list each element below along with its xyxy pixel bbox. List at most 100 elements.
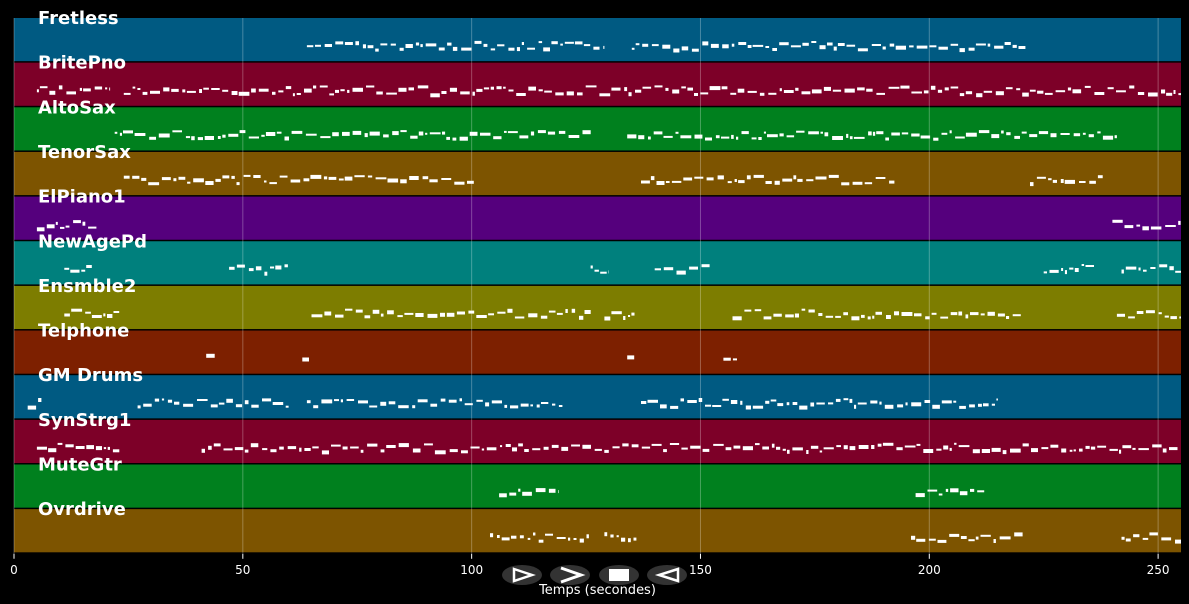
note-mark (459, 136, 468, 141)
note-mark (1073, 133, 1081, 137)
note-mark (415, 42, 420, 46)
note-mark (628, 92, 632, 97)
note-mark (103, 447, 107, 450)
note-mark (447, 42, 452, 46)
note-mark (284, 136, 289, 141)
note-mark (754, 309, 762, 312)
note-mark (835, 315, 841, 318)
note-segment (27, 398, 42, 410)
play-button[interactable] (502, 565, 542, 585)
note-mark (920, 135, 931, 139)
note-mark (823, 447, 834, 450)
note-mark (1175, 270, 1181, 273)
note-mark (1006, 132, 1011, 136)
note-mark (321, 399, 333, 404)
note-mark (858, 445, 869, 449)
note-mark (197, 137, 203, 141)
note-mark (762, 446, 769, 450)
note-mark (338, 178, 344, 181)
note-mark (774, 180, 780, 185)
note-mark (953, 400, 957, 403)
note-mark (275, 265, 282, 270)
note-mark (217, 136, 221, 139)
note-mark (889, 180, 895, 184)
note-mark (1116, 313, 1125, 317)
note-mark (399, 47, 404, 51)
note-mark (48, 448, 57, 453)
note-mark (776, 446, 781, 450)
note-mark (405, 44, 413, 48)
note-mark (269, 182, 277, 185)
note-mark (524, 449, 529, 452)
note-mark (610, 534, 614, 538)
note-mark (540, 315, 548, 319)
note-mark (631, 312, 635, 316)
note-mark (857, 87, 865, 91)
note-mark (193, 178, 204, 183)
note-mark (476, 88, 483, 92)
note-mark (65, 225, 70, 228)
note-mark (577, 92, 583, 96)
note-segment (915, 488, 985, 498)
note-mark (530, 131, 535, 136)
note-mark (811, 89, 822, 94)
note-mark (741, 131, 749, 135)
note-mark (161, 177, 171, 181)
note-mark (481, 448, 485, 451)
note-mark (624, 87, 628, 92)
note-mark (1133, 534, 1140, 538)
note-mark (1060, 179, 1064, 183)
rewind-button[interactable] (647, 565, 687, 585)
note-mark (1022, 443, 1029, 447)
note-mark (1150, 267, 1156, 269)
note-mark (490, 533, 494, 538)
note-mark (1152, 444, 1162, 448)
note-mark (558, 490, 559, 494)
note-mark (538, 539, 544, 543)
note-mark (1136, 311, 1144, 314)
note-mark (508, 47, 515, 51)
note-mark (262, 398, 272, 402)
note-mark (1049, 269, 1059, 273)
note-mark (738, 42, 747, 45)
note-mark (651, 443, 662, 446)
note-mark (173, 178, 177, 182)
note-mark (1031, 448, 1038, 453)
note-mark (488, 313, 494, 316)
note-mark (360, 449, 364, 453)
note-mark (178, 176, 186, 180)
note-mark (1022, 92, 1029, 97)
note-mark (380, 449, 385, 453)
note-mark (965, 132, 977, 137)
note-mark (799, 405, 808, 410)
note-mark (1050, 444, 1059, 448)
note-mark (236, 264, 245, 268)
note-mark (864, 182, 873, 185)
note-mark (415, 313, 424, 317)
note-mark (843, 312, 848, 316)
note-mark (1036, 176, 1046, 179)
note-mark (924, 400, 931, 403)
note-mark (315, 44, 321, 47)
note-mark (434, 450, 446, 455)
note-mark (604, 449, 609, 453)
stop-button[interactable] (599, 565, 639, 585)
note-mark (499, 493, 507, 498)
fast-forward-button[interactable] (550, 565, 590, 585)
track-band (14, 509, 1181, 553)
note-mark (1138, 267, 1141, 271)
note-mark (1021, 131, 1027, 134)
note-mark (968, 539, 975, 542)
note-mark (846, 44, 856, 47)
note-mark (459, 398, 462, 402)
note-mark (768, 92, 777, 95)
grid-layer (13, 18, 1159, 554)
note-mark (81, 269, 86, 272)
note-mark (663, 135, 673, 138)
note-mark (461, 47, 472, 51)
note-mark (251, 404, 259, 408)
note-mark (700, 92, 709, 95)
note-mark (1178, 220, 1181, 225)
note-mark (172, 130, 182, 133)
note-mark (1132, 447, 1136, 450)
